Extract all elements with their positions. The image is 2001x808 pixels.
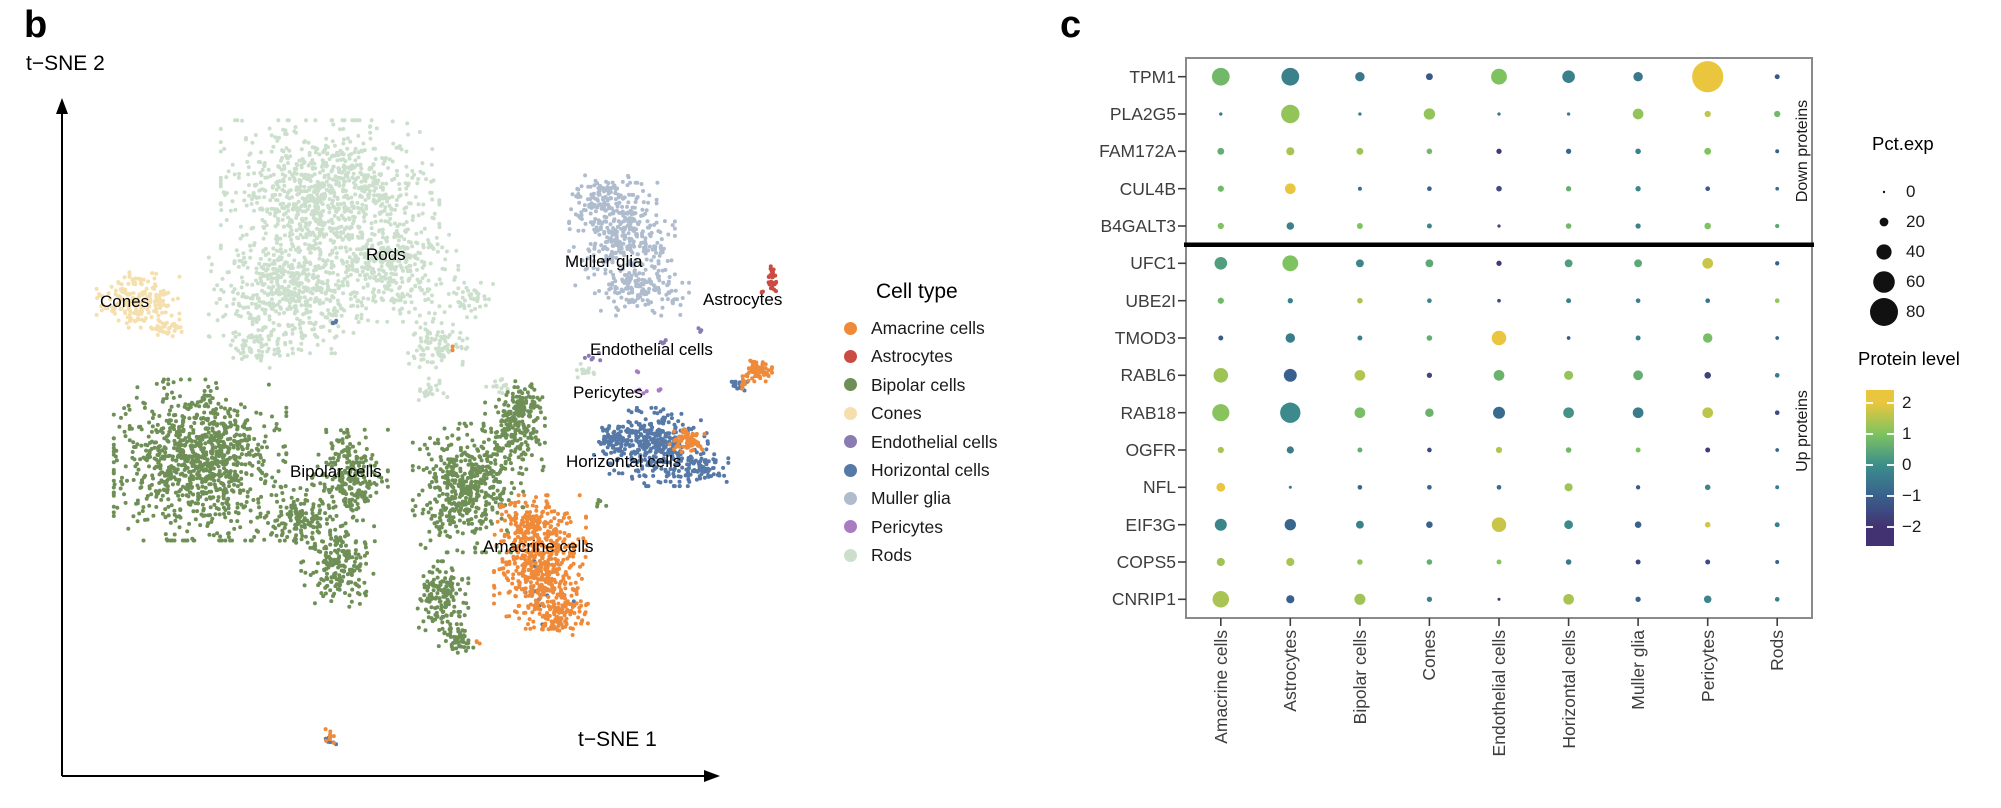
cluster-label-astrocytes: Astrocytes bbox=[703, 290, 783, 309]
legend-item-label: Astrocytes bbox=[871, 346, 953, 367]
gene-label-rab18: RAB18 bbox=[1120, 402, 1176, 423]
cluster-label-pericytes: Pericytes bbox=[573, 383, 643, 402]
cones-color-swatch bbox=[844, 406, 857, 420]
legend-item-horizontal-cells: Horizontal cells bbox=[844, 459, 990, 481]
legend-item-label: Cones bbox=[871, 403, 922, 424]
legend-item-endothelial-cells: Endothelial cells bbox=[844, 431, 997, 453]
tsne-scatter-points bbox=[94, 118, 779, 747]
cell-type-legend-title: Cell type bbox=[876, 280, 958, 303]
column-label-rods: Rods bbox=[1767, 630, 1788, 671]
horizontal-cells-color-swatch bbox=[844, 463, 857, 477]
cluster-label-bipolar-cells: Bipolar cells bbox=[290, 462, 382, 481]
column-label-astrocytes: Astrocytes bbox=[1280, 630, 1301, 712]
gene-label-ube2i: UBE2I bbox=[1125, 290, 1176, 311]
column-label-muller-glia: Muller glia bbox=[1628, 630, 1649, 710]
gene-label-b4galt3: B4GALT3 bbox=[1100, 216, 1176, 236]
cluster-label-endothelial-cells: Endothelial cells bbox=[590, 340, 713, 359]
legend-item-label: Bipolar cells bbox=[871, 374, 966, 395]
legend-item-muller-glia: Muller glia bbox=[844, 487, 951, 509]
legend-item-amacrine-cells: Amacrine cells bbox=[844, 317, 985, 339]
gene-label-fam172a: FAM172A bbox=[1099, 141, 1176, 162]
legend-item-astrocytes: Astrocytes bbox=[844, 345, 953, 367]
cluster-label-cones: Cones bbox=[100, 292, 150, 311]
pericytes-color-swatch bbox=[844, 520, 857, 534]
legend-item-cones: Cones bbox=[844, 402, 922, 424]
legend-item-label: Rods bbox=[871, 545, 912, 566]
column-label-horizontal-cells: Horizontal cells bbox=[1558, 630, 1579, 749]
tsne-y-axis-label: t−SNE 2 bbox=[26, 52, 105, 75]
column-label-pericytes: Pericytes bbox=[1697, 630, 1718, 702]
gene-label-tmod3: TMOD3 bbox=[1114, 328, 1176, 348]
gene-label-pla2g5: PLA2G5 bbox=[1109, 104, 1176, 124]
gene-label-eif3g: EIF3G bbox=[1125, 514, 1176, 535]
cluster-label-rods: Rods bbox=[366, 245, 406, 264]
column-label-cones: Cones bbox=[1419, 630, 1440, 681]
legend-item-pericytes: Pericytes bbox=[844, 516, 943, 538]
legend-item-label: Horizontal cells bbox=[871, 460, 990, 480]
pct-exp-value: 80 bbox=[1906, 301, 1925, 321]
gene-label-cul4b: CUL4B bbox=[1119, 178, 1176, 199]
legend-item-label: Pericytes bbox=[871, 516, 943, 537]
protein-level-tick: 1 bbox=[1902, 423, 1912, 443]
legend-item-label: Muller glia bbox=[871, 488, 951, 509]
gene-label-cnrip1: CNRIP1 bbox=[1111, 589, 1176, 610]
muller-glia-color-swatch bbox=[844, 491, 857, 505]
gene-label-nfl: NFL bbox=[1142, 477, 1176, 498]
panel-c-letter: c bbox=[1060, 4, 1082, 46]
rods-color-swatch bbox=[844, 548, 857, 562]
pct-exp-value: 0 bbox=[1906, 181, 1916, 201]
gene-label-cops5: COPS5 bbox=[1116, 552, 1176, 572]
cluster-label-horizontal-cells: Horizontal cells bbox=[566, 452, 682, 471]
pct-exp-value: 40 bbox=[1906, 241, 1925, 261]
legend-item-rods: Rods bbox=[844, 544, 912, 566]
protein-level-tick: 2 bbox=[1902, 392, 1912, 412]
tsne-axes bbox=[56, 98, 720, 782]
legend-item-label: Endothelial cells bbox=[871, 431, 998, 452]
astrocytes-color-swatch bbox=[844, 349, 857, 363]
protein-level-tick: −1 bbox=[1902, 485, 1922, 505]
cluster-label-muller-glia: Muller glia bbox=[565, 252, 643, 271]
column-label-bipolar-cells: Bipolar cells bbox=[1349, 630, 1370, 725]
protein-level-tick: 0 bbox=[1902, 454, 1912, 474]
protein-level-legend-title: Protein level bbox=[1858, 348, 1960, 369]
up-proteins-strip-label: Up proteins bbox=[1794, 390, 1811, 472]
gene-label-ufc1: UFC1 bbox=[1130, 253, 1176, 274]
legend-graphics bbox=[1866, 190, 1898, 546]
gene-label-ogfr: OGFR bbox=[1125, 440, 1176, 460]
pct-exp-legend-title: Pct.exp bbox=[1872, 133, 1934, 154]
dotplot-graphics bbox=[1178, 57, 1814, 626]
pct-exp-value: 60 bbox=[1906, 271, 1925, 291]
down-proteins-strip-label: Down proteins bbox=[1794, 99, 1811, 203]
panel-b-letter: b bbox=[24, 4, 48, 46]
gene-label-rabl6: RABL6 bbox=[1120, 365, 1176, 386]
legend-item-bipolar-cells: Bipolar cells bbox=[844, 374, 965, 396]
protein-level-tick: −2 bbox=[1902, 516, 1922, 536]
bipolar-cells-color-swatch bbox=[844, 378, 857, 392]
column-label-amacrine-cells: Amacrine cells bbox=[1210, 630, 1231, 744]
cluster-label-amacrine-cells: Amacrine cells bbox=[483, 537, 594, 556]
gene-label-tpm1: TPM1 bbox=[1129, 66, 1176, 87]
amacrine-cells-color-swatch bbox=[844, 321, 857, 335]
pct-exp-value: 20 bbox=[1906, 211, 1925, 231]
column-label-endothelial-cells: Endothelial cells bbox=[1489, 630, 1509, 757]
legend-item-label: Amacrine cells bbox=[871, 318, 985, 338]
endothelial-cells-color-swatch bbox=[844, 435, 857, 449]
tsne-x-axis-label: t−SNE 1 bbox=[578, 728, 657, 751]
